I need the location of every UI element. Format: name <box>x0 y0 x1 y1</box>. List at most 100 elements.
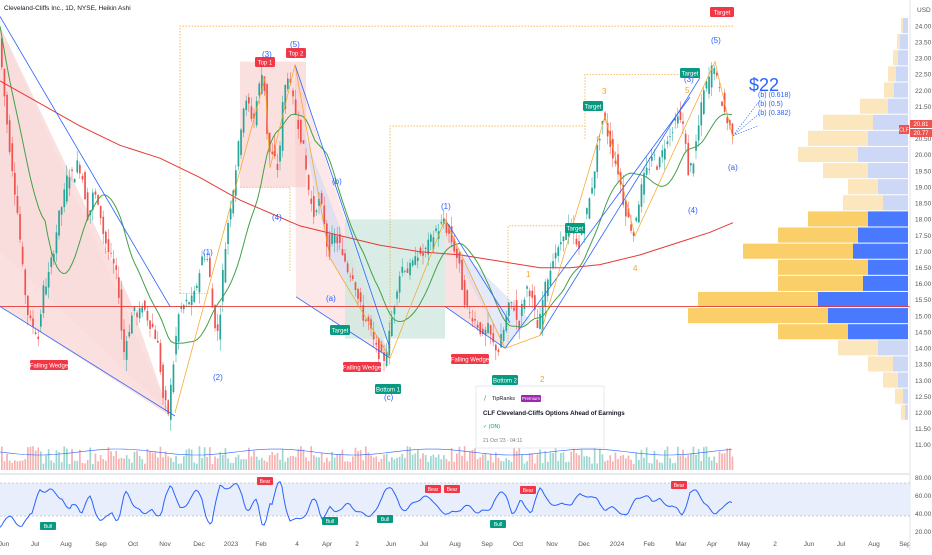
vp-down-bar <box>884 82 894 98</box>
rsi-bear-tag <box>257 477 273 485</box>
candle-body <box>656 166 658 170</box>
volume-bar <box>443 455 445 470</box>
volume-bar <box>422 453 424 470</box>
volume-bar <box>281 449 284 470</box>
volume-bar <box>658 462 661 470</box>
vp-up-bar <box>888 98 908 114</box>
candle-body <box>287 78 289 90</box>
volume-bar <box>242 459 245 470</box>
vp-up-bar <box>883 195 908 211</box>
candle-body <box>562 236 565 242</box>
price-tick-label: 18.50 <box>915 201 932 208</box>
volume-bar <box>305 457 307 470</box>
wave-1-label: (1) <box>203 248 213 257</box>
fib-projection-lines <box>732 100 761 136</box>
candle-body <box>422 252 424 256</box>
volume-bar <box>14 460 16 470</box>
candle-body <box>606 123 609 137</box>
volume-bar <box>365 446 367 470</box>
volume-bar <box>378 461 380 470</box>
time-tick-label: 4 <box>295 541 299 548</box>
volume-bar <box>445 458 448 470</box>
vp-up-bar <box>853 243 908 259</box>
candle-body <box>690 163 692 166</box>
candle-body <box>214 305 216 329</box>
volume-bar <box>66 448 68 470</box>
vp-up-bar <box>868 163 908 179</box>
volume-bar <box>656 459 658 470</box>
target-dotted-5 <box>240 186 291 271</box>
volume-bar <box>170 457 172 470</box>
news-card[interactable]: ⧸ TipRanks Premium CLF Cleveland-Cliffs … <box>475 385 625 449</box>
vp-down-bar <box>688 308 828 324</box>
volume-bar <box>261 458 263 470</box>
volume-bar <box>357 451 359 470</box>
candle-body <box>346 263 349 273</box>
price-tick-label: 22.00 <box>915 88 932 95</box>
candle-body <box>331 233 333 244</box>
candle-body <box>284 85 287 109</box>
candle-body <box>344 253 346 262</box>
big-target-text: $22 <box>749 75 779 95</box>
volume-bar <box>474 448 476 470</box>
time-tick-label: Apr <box>322 541 333 548</box>
time-axis[interactable]: Jun Jul Aug Sep Oct Nov Dec 2023 Feb 4 Apr 2 Jun Jul A… <box>0 541 911 548</box>
volume-bar <box>107 447 110 470</box>
candle-body <box>586 208 588 215</box>
volume-bar <box>388 461 391 470</box>
wedge-1-lower <box>0 306 176 417</box>
volume-bar <box>500 461 502 470</box>
volume-bar <box>352 456 354 470</box>
volume-bar <box>684 457 687 470</box>
vp-up-bar <box>898 372 908 388</box>
time-tick-label: Dec <box>578 541 590 548</box>
candle-body <box>6 94 8 125</box>
candle-body <box>297 119 300 130</box>
wave-labels: (3) (5) (2) (1) (4) (a) (c) (b) (1) (5) … <box>203 36 738 402</box>
vp-down-bar <box>823 163 868 179</box>
wave-zigzag <box>174 60 734 413</box>
candle-body <box>443 218 445 224</box>
volume-bar <box>557 460 560 470</box>
candle-body <box>300 119 302 143</box>
candle-body <box>484 329 487 336</box>
volume-bar <box>406 446 409 470</box>
volume-bar <box>502 461 505 470</box>
candle-body <box>534 295 536 310</box>
candle-body <box>253 113 255 119</box>
rsi-tick-label: 60.00 <box>915 493 932 500</box>
candle-body <box>248 97 250 104</box>
candle-body <box>591 187 593 194</box>
candle-body <box>216 324 219 331</box>
candle-body <box>19 213 21 240</box>
volume-bar <box>682 449 684 470</box>
volume-bar <box>326 457 328 470</box>
candle-body <box>497 349 500 353</box>
rsi-pane: Bear Bear Bear Bear Bear Bull Bull Bull Bull <box>0 477 910 530</box>
candle-body <box>107 239 110 253</box>
candle-body <box>268 132 271 153</box>
volume-bar <box>591 463 593 470</box>
candle-body <box>354 282 357 290</box>
news-badge-text: Premium <box>522 396 540 401</box>
volume-bar <box>625 458 627 470</box>
volume-bar <box>401 453 404 470</box>
candle-body <box>617 154 619 175</box>
volume-bar <box>398 456 401 470</box>
volume-bar <box>206 457 209 470</box>
time-tick-label: 2023 <box>224 541 239 548</box>
candles <box>1 36 734 431</box>
volume-bar <box>336 454 339 470</box>
trend-lines <box>0 16 910 417</box>
price-tick-label: 17.50 <box>915 233 932 240</box>
volume-bar <box>729 448 731 470</box>
volume-bar <box>344 461 346 470</box>
volume-bar <box>216 458 219 470</box>
volume-bar <box>705 446 708 470</box>
price-axis[interactable]: 24.0023.5023.0022.5022.0021.5021.0020.50… <box>915 23 932 536</box>
volume-bar <box>427 461 430 470</box>
svg-text:Target: Target <box>332 328 349 334</box>
volume-bar <box>146 448 149 470</box>
volume-bar <box>92 463 94 470</box>
